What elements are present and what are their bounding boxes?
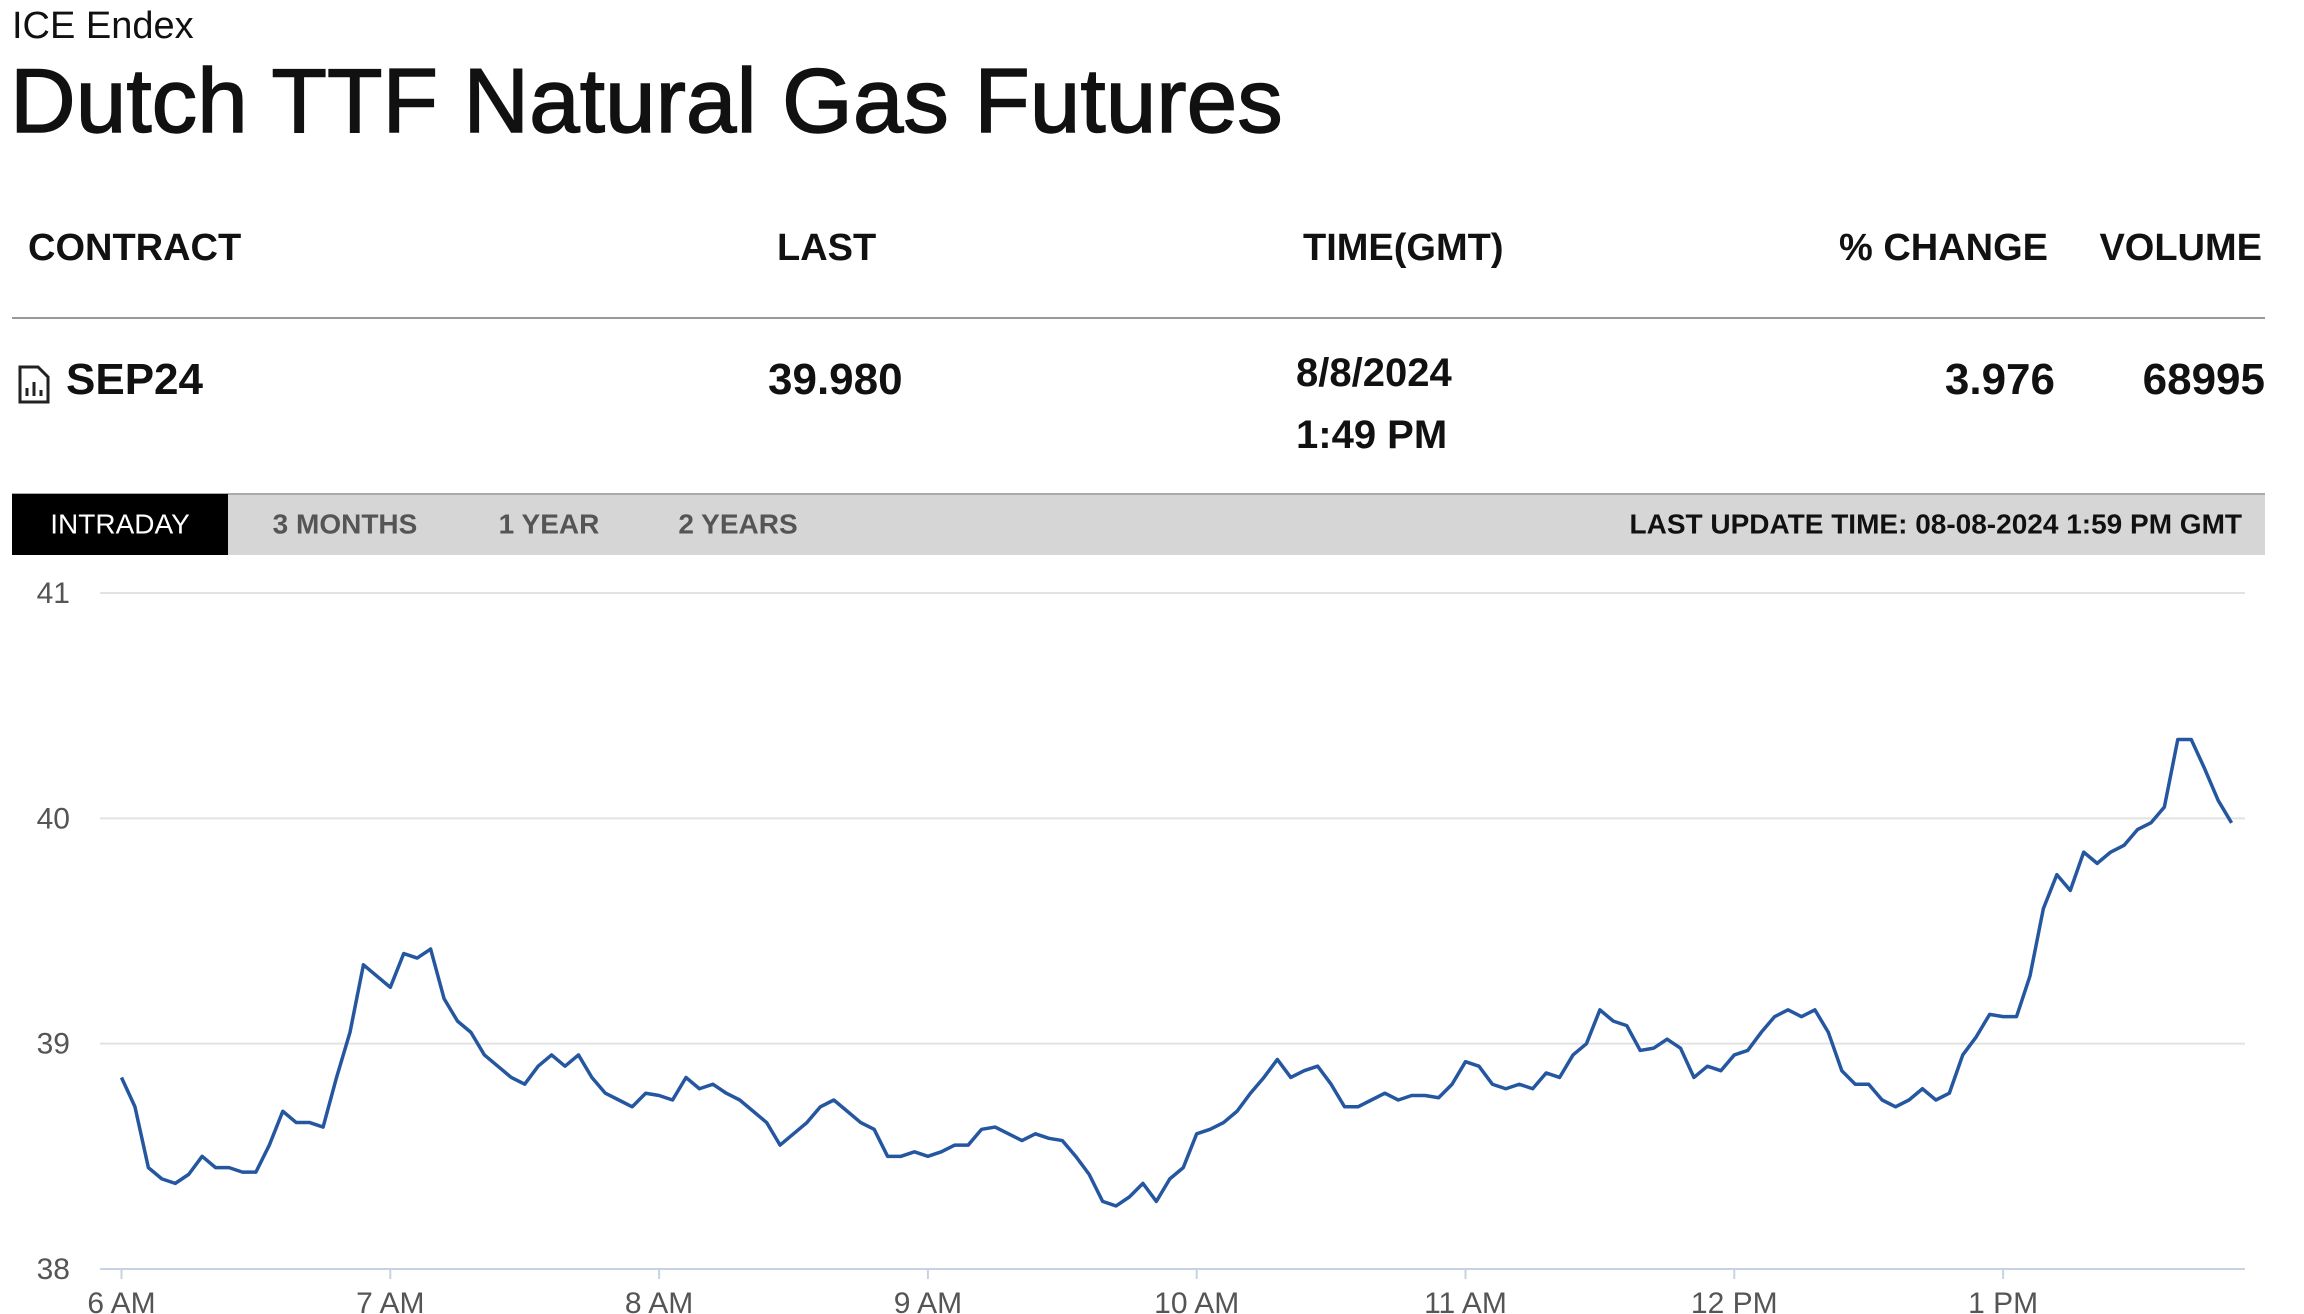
- x-tick-label: 12 PM: [1691, 1287, 1778, 1314]
- x-tick-label: 6 AM: [87, 1287, 155, 1314]
- contract[interactable]: SEP24: [66, 355, 204, 404]
- time: 1:49 PM: [1296, 413, 1447, 457]
- x-tick-label: 11 AM: [1424, 1287, 1507, 1314]
- tab[interactable]: 2 YEARS: [678, 508, 797, 539]
- x-tick-label: 9 AM: [894, 1287, 962, 1314]
- tab[interactable]: 1 YEAR: [499, 508, 600, 539]
- tab-bar: [12, 494, 2265, 555]
- date: 8/8/2024: [1296, 351, 1452, 395]
- volume: 68995: [2143, 355, 2265, 404]
- change: 3.976: [1945, 355, 2055, 404]
- last-price: 39.980: [768, 355, 903, 404]
- y-tick-label: 41: [37, 577, 70, 610]
- header-contract: CONTRACT: [28, 227, 241, 269]
- tab-active[interactable]: [12, 494, 228, 555]
- tab[interactable]: 3 MONTHS: [273, 508, 418, 539]
- price-line: [119, 737, 2234, 1208]
- exchange: ICE Endex: [12, 5, 194, 47]
- y-tick-label: 40: [37, 802, 70, 835]
- y-tick-label: 38: [37, 1253, 70, 1286]
- x-tick-label: 10 AM: [1154, 1287, 1239, 1314]
- page-title: Dutch TTF Natural Gas Futures: [10, 51, 1283, 152]
- header-change: % CHANGE: [1839, 227, 2048, 269]
- x-tick-label: 1 PM: [1968, 1287, 2038, 1314]
- header-volume: VOLUME: [2099, 227, 2262, 269]
- x-tick-label: 7 AM: [356, 1287, 424, 1314]
- header-last: LAST: [777, 227, 876, 269]
- last-update: LAST UPDATE TIME: 08-08-2024 1:59 PM GMT: [1630, 508, 2243, 539]
- header-time: TIME(GMT): [1303, 227, 1504, 269]
- y-tick-label: 39: [37, 1028, 70, 1061]
- tab[interactable]: INTRADAY: [50, 508, 190, 539]
- contract-icon[interactable]: [18, 365, 50, 404]
- chart: 38 39 40 41 6 AM 7 AM 8 AM 9 AM 10 AM 11 AM 12 PM 1…: [37, 577, 2245, 1314]
- x-tick-label: 8 AM: [625, 1287, 693, 1314]
